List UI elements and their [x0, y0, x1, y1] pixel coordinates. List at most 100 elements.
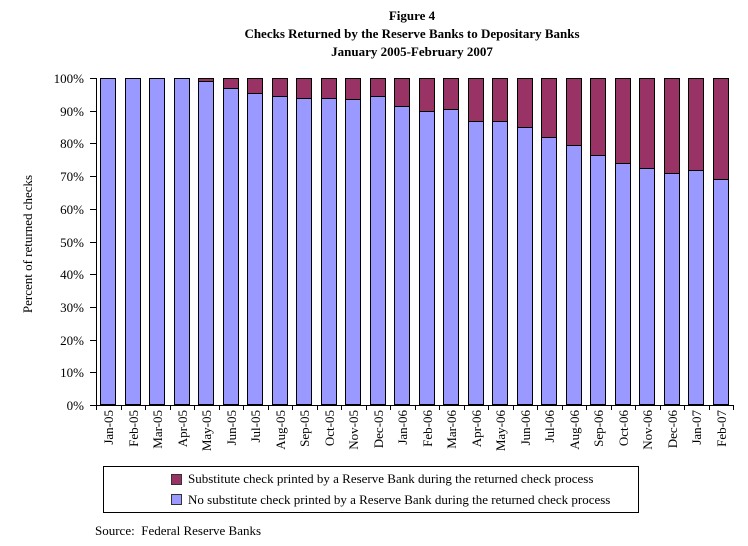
stacked-bar-Aug-06: [565, 78, 582, 405]
bar-segment-no-substitute: [320, 98, 337, 405]
x-tick-label: Dec-06: [664, 410, 680, 449]
y-tick-mark: [90, 274, 96, 276]
x-tick-label: Feb-06: [419, 410, 435, 447]
stacked-bar-Jun-05: [222, 78, 239, 405]
bar-segment-substitute: [565, 78, 582, 145]
figure-number: Figure 4: [388, 8, 436, 23]
x-tick-label: Jan-06: [395, 410, 411, 445]
y-tick-label: 60%: [60, 201, 84, 217]
y-tick-mark: [90, 306, 96, 308]
y-tick-mark: [90, 208, 96, 210]
bar-segment-no-substitute: [247, 93, 264, 405]
bar-segment-substitute: [320, 78, 337, 98]
stacked-bar-May-05: [198, 78, 215, 405]
bar-segment-no-substitute: [271, 96, 288, 405]
x-tick-label: Jun-06: [517, 410, 533, 446]
x-tick-mark: [610, 406, 612, 410]
x-tick-mark: [96, 406, 97, 410]
x-tick-mark: [341, 406, 342, 410]
x-tick-label: Jul-06: [542, 410, 558, 443]
bar-segment-no-substitute: [663, 173, 680, 405]
y-tick-label: 30%: [60, 299, 84, 315]
y-tick-mark: [90, 176, 96, 178]
plot-area: [96, 78, 734, 406]
x-tick-label: Feb-05: [125, 410, 141, 447]
y-tick-label: 0%: [66, 398, 84, 413]
bar-segment-substitute: [247, 78, 264, 93]
stacked-bar-Feb-06: [418, 78, 435, 405]
legend: Substitute check printed by a Reserve Ba…: [103, 466, 639, 513]
y-tick-mark: [90, 372, 96, 374]
bar-segment-substitute: [639, 78, 656, 168]
x-tick-mark: [390, 406, 391, 410]
stacked-bar-Dec-06: [663, 78, 680, 405]
bar-segment-no-substitute: [345, 99, 362, 405]
x-tick-mark: [267, 406, 269, 410]
y-tick-label: 70%: [60, 169, 84, 185]
stacked-bar-Jun-06: [516, 78, 533, 405]
bar-segment-no-substitute: [467, 121, 484, 405]
legend-row: Substitute check printed by a Reserve Ba…: [171, 471, 638, 487]
stacked-bar-Dec-05: [369, 78, 386, 405]
x-tick-mark: [145, 406, 146, 410]
x-tick-label: Apr-06: [468, 410, 484, 448]
x-tick-mark: [684, 406, 685, 410]
stacked-bar-Feb-07: [712, 78, 729, 405]
x-tick-mark: [316, 406, 318, 410]
bar-segment-substitute: [614, 78, 631, 163]
x-tick-mark: [635, 406, 636, 410]
x-tick-mark: [243, 406, 244, 410]
y-tick-label: 50%: [60, 234, 84, 250]
x-tick-mark: [292, 406, 293, 410]
bar-segment-no-substitute: [198, 81, 215, 405]
x-tick-mark: [218, 406, 220, 410]
bar-segment-substitute: [688, 78, 705, 170]
stacked-bar-Apr-06: [467, 78, 484, 405]
bar-segment-substitute: [222, 78, 239, 88]
legend-swatch-icon: [171, 473, 182, 485]
bar-segment-no-substitute: [418, 111, 435, 405]
x-tick-mark: [561, 406, 563, 410]
x-tick-mark: [365, 406, 367, 410]
source-note: Source: Federal Reserve Banks: [95, 523, 262, 538]
stacked-bar-Mar-05: [149, 78, 166, 405]
x-tick-label: May-06: [493, 410, 509, 452]
y-tick-mark: [90, 405, 96, 406]
x-tick-mark: [586, 406, 587, 410]
x-tick-label: Apr-05: [174, 410, 190, 448]
x-tick-label: Aug-06: [566, 410, 582, 450]
bar-segment-no-substitute: [296, 98, 313, 405]
bar-segment-substitute: [467, 78, 484, 121]
x-tick-mark: [463, 406, 465, 410]
stacked-bar-Sep-06: [590, 78, 607, 405]
legend-row: No substitute check printed by a Reserve…: [171, 492, 638, 508]
y-tick-label: 20%: [60, 332, 84, 348]
stacked-bar-Jan-05: [100, 78, 117, 405]
stacked-bar-Sep-05: [296, 78, 313, 405]
chart-subtitle: January 2005-February 2007: [331, 44, 493, 59]
y-tick-mark: [90, 143, 96, 145]
stacked-bar-Jan-06: [394, 78, 411, 405]
x-tick-mark: [194, 406, 195, 410]
bar-segment-no-substitute: [516, 127, 533, 405]
x-tick-label: Mar-06: [444, 410, 460, 449]
bar-segment-substitute: [369, 78, 386, 96]
x-tick-label: Aug-05: [272, 410, 288, 450]
legend-label: Substitute check printed by a Reserve Ba…: [188, 471, 594, 487]
x-tick-label: Jun-05: [223, 410, 239, 446]
x-tick-mark: [120, 406, 122, 410]
bar-segment-substitute: [394, 78, 411, 106]
stacked-bar-Jul-05: [247, 78, 264, 405]
x-tick-label: Feb-07: [713, 410, 729, 447]
x-tick-label: Nov-05: [346, 410, 362, 450]
x-tick-mark: [512, 406, 514, 410]
x-tick-label: Oct-05: [321, 410, 337, 447]
bar-segment-no-substitute: [492, 121, 509, 405]
bar-segment-no-substitute: [688, 170, 705, 405]
bar-segment-substitute: [712, 78, 729, 179]
x-tick-mark: [439, 406, 440, 410]
bar-segment-substitute: [345, 78, 362, 99]
stacked-bar-Apr-05: [173, 78, 190, 405]
bar-segment-substitute: [492, 78, 509, 121]
